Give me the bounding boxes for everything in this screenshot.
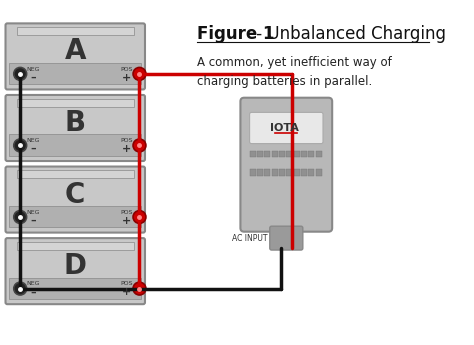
Bar — [272, 169, 278, 176]
Bar — [279, 169, 285, 176]
Text: NEG: NEG — [26, 138, 40, 143]
Bar — [17, 99, 134, 107]
Bar — [308, 169, 314, 176]
Circle shape — [133, 67, 146, 80]
Text: POS: POS — [120, 67, 133, 72]
Bar — [9, 206, 141, 227]
Circle shape — [14, 282, 27, 295]
FancyBboxPatch shape — [240, 98, 332, 232]
Text: A: A — [64, 37, 86, 66]
Bar — [9, 135, 141, 156]
Bar — [9, 63, 141, 84]
Bar — [17, 27, 134, 35]
Text: B: B — [64, 109, 86, 137]
Text: NEG: NEG — [26, 282, 40, 286]
Bar — [250, 169, 255, 176]
FancyBboxPatch shape — [250, 112, 323, 144]
Text: POS: POS — [120, 210, 133, 215]
Bar — [293, 151, 300, 157]
Text: –: – — [30, 287, 36, 297]
Bar — [316, 169, 322, 176]
Text: AC INPUT: AC INPUT — [232, 234, 268, 243]
Bar — [272, 151, 278, 157]
Circle shape — [133, 282, 146, 295]
FancyBboxPatch shape — [270, 226, 303, 250]
Text: Figure 1: Figure 1 — [197, 26, 275, 43]
Circle shape — [133, 210, 146, 224]
Text: - Unbalanced Charging: - Unbalanced Charging — [251, 26, 446, 43]
FancyBboxPatch shape — [6, 238, 145, 304]
Bar — [286, 151, 292, 157]
Bar — [9, 278, 141, 299]
Bar — [293, 169, 300, 176]
Text: +: + — [122, 287, 131, 297]
Text: +: + — [122, 72, 131, 82]
Text: +: + — [122, 144, 131, 154]
Bar — [257, 169, 263, 176]
Text: D: D — [64, 252, 87, 280]
FancyBboxPatch shape — [6, 23, 145, 89]
Text: A common, yet inefficient way of
charging batteries in parallel.: A common, yet inefficient way of chargin… — [197, 56, 392, 88]
Text: –: – — [30, 144, 36, 154]
Text: –: – — [30, 216, 36, 226]
Text: –: – — [30, 72, 36, 82]
Bar — [264, 151, 270, 157]
Bar — [316, 151, 322, 157]
Bar — [264, 169, 270, 176]
Bar — [286, 169, 292, 176]
Text: POS: POS — [120, 138, 133, 143]
Text: C: C — [65, 180, 85, 209]
Text: POS: POS — [120, 282, 133, 286]
Text: +: + — [122, 216, 131, 226]
Bar — [257, 151, 263, 157]
Bar — [17, 242, 134, 250]
Circle shape — [14, 67, 27, 80]
Text: NEG: NEG — [26, 210, 40, 215]
Text: NEG: NEG — [26, 67, 40, 72]
Circle shape — [14, 210, 27, 224]
Bar — [308, 151, 314, 157]
FancyBboxPatch shape — [6, 167, 145, 233]
Bar — [17, 170, 134, 178]
Bar — [301, 151, 307, 157]
Text: IOTA: IOTA — [270, 123, 299, 133]
Circle shape — [133, 139, 146, 152]
Bar — [301, 169, 307, 176]
FancyBboxPatch shape — [6, 95, 145, 161]
Bar — [279, 151, 285, 157]
Circle shape — [14, 139, 27, 152]
Bar — [250, 151, 255, 157]
